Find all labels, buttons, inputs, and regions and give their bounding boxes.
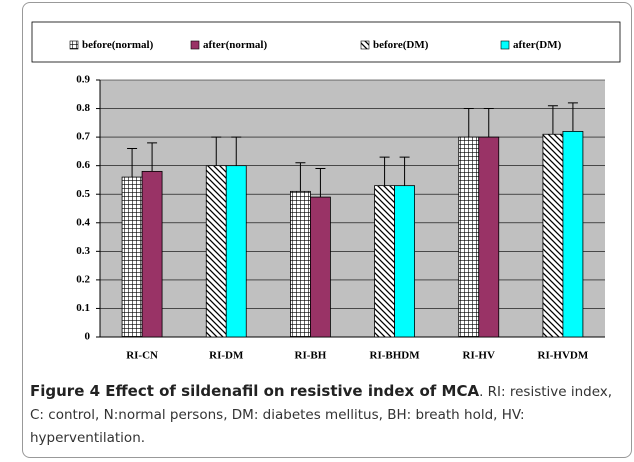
legend-swatch <box>190 40 200 50</box>
legend-label: after(normal) <box>203 39 267 51</box>
error-bar <box>231 136 242 166</box>
x-tick-label: RI-CN <box>126 350 158 362</box>
legend-label: before(normal) <box>82 39 154 51</box>
figure-frame <box>22 2 632 458</box>
y-tick-label: 0.8 <box>76 102 90 114</box>
bar <box>225 165 247 338</box>
y-tick-label: 0.5 <box>76 188 90 200</box>
legend-box <box>31 21 621 63</box>
x-tick-label: RI-DM <box>209 350 244 362</box>
y-tick-label: 0.6 <box>76 159 90 171</box>
error-bar <box>127 148 138 178</box>
bar <box>141 170 163 338</box>
bar <box>478 136 500 338</box>
y-tick-label: 0.2 <box>76 273 90 285</box>
bar <box>394 185 415 338</box>
error-bar <box>379 156 390 186</box>
x-tick-label: RI-BHDM <box>370 350 421 362</box>
bar <box>562 130 584 338</box>
legend-swatch <box>360 40 370 50</box>
error-bar <box>567 102 578 132</box>
error-bar <box>211 136 222 166</box>
chart: 0 0.1 0.2 0.3 0.4 0.5 0.6 0.7 0.8 0.9 before(norma… <box>31 21 621 362</box>
error-bar <box>463 108 474 138</box>
x-tick-label: RI-BH <box>295 350 327 362</box>
caption: Figure 4 Effect of sildenafil on resisti… <box>30 380 625 450</box>
bar <box>310 196 331 338</box>
y-tick-label: 0.9 <box>76 74 90 86</box>
legend-label: after(DM) <box>513 39 562 51</box>
bar <box>458 136 480 338</box>
error-bar <box>295 162 306 192</box>
y-tick-label: 0 <box>85 331 91 343</box>
bar <box>374 185 395 338</box>
bar <box>205 165 227 338</box>
legend-swatch <box>500 40 510 50</box>
caption-text: . RI: resistive index, C: control, N:nor… <box>30 384 613 446</box>
y-tick-label: 0.1 <box>76 302 90 314</box>
y-tick-label: 0.3 <box>76 245 90 257</box>
error-bar <box>483 108 494 138</box>
x-tick-label: RI-HV <box>463 350 495 362</box>
error-bar <box>147 142 158 172</box>
legend-swatch <box>69 40 79 50</box>
error-bar <box>547 105 558 135</box>
error-bar <box>315 168 326 198</box>
bar <box>290 190 311 338</box>
error-bar <box>399 156 410 186</box>
x-tick-label: RI-HVDM <box>538 350 589 362</box>
bar <box>121 176 143 338</box>
y-tick-label: 0.4 <box>76 216 90 228</box>
bar <box>542 133 564 338</box>
plot-area <box>100 80 605 337</box>
y-tick-label: 0.7 <box>76 131 90 143</box>
caption-title: Figure 4 Effect of sildenafil on resisti… <box>30 382 480 400</box>
legend-label: before(DM) <box>373 39 429 51</box>
